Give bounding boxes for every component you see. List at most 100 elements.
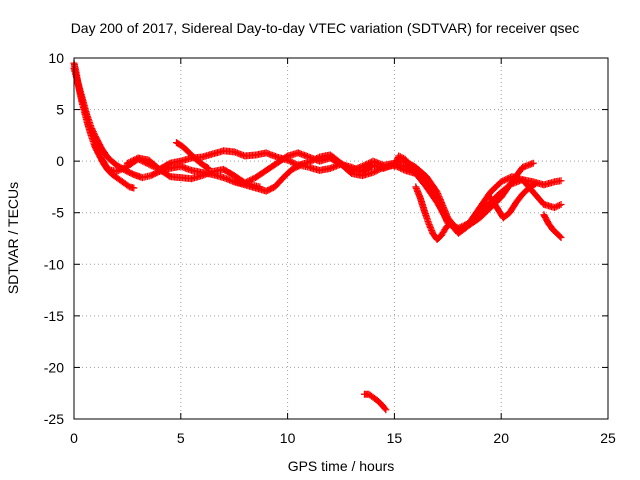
data-point-segment — [373, 396, 384, 407]
data-point — [557, 200, 565, 208]
chart-title: Day 200 of 2017, Sidereal Day-to-day VTE… — [71, 20, 580, 36]
data-point — [205, 164, 213, 172]
data-point-segment — [369, 393, 380, 403]
data-point-segment — [98, 145, 111, 161]
series-track-6 — [230, 178, 264, 191]
data-point-segment — [98, 155, 111, 172]
data-point-segment — [422, 173, 440, 195]
data-point — [557, 233, 565, 241]
data-point-segment — [113, 163, 130, 175]
y-tick-label: -25 — [44, 411, 64, 427]
data-point-segment — [279, 167, 295, 182]
x-tick-label: 20 — [493, 430, 509, 446]
data-point-segment — [433, 232, 444, 243]
data-point-segment — [455, 222, 472, 237]
series-track-5 — [173, 139, 213, 172]
data-point-segment — [549, 225, 560, 236]
data-point-segment — [416, 193, 428, 213]
y-tick-label: -10 — [44, 256, 64, 272]
data-point-segment — [113, 174, 124, 184]
data-point-segment — [369, 164, 386, 176]
data-point-segment — [508, 165, 526, 186]
data-point-segment — [506, 200, 519, 217]
data-point — [446, 219, 454, 227]
series-track-10 — [540, 211, 565, 241]
data-point-segment — [395, 152, 407, 162]
data-point-segment — [185, 149, 199, 162]
data-point-segment — [126, 183, 136, 192]
y-tick-label: -20 — [44, 359, 64, 375]
data-point-segment — [465, 215, 482, 229]
data-point-segment — [104, 154, 119, 168]
data-point — [130, 184, 138, 192]
data-point-segment — [487, 179, 504, 196]
series-track-11 — [361, 390, 390, 414]
data-point-segment — [179, 143, 192, 156]
data-point-segment — [412, 170, 429, 190]
plot-frame — [73, 57, 609, 420]
data-point-segment — [529, 188, 547, 207]
data-point-segment — [273, 153, 290, 167]
series-track-9 — [487, 180, 539, 222]
data-point-segment — [198, 160, 211, 171]
y-tick-label: 0 — [56, 153, 64, 169]
data-point-segment — [540, 211, 551, 226]
data-point-segment — [499, 210, 512, 222]
data-point-segment — [326, 154, 344, 167]
data-point-segment — [337, 160, 354, 176]
data-point-segment — [525, 181, 538, 192]
tick-labels: 0 5 10 15 20 25 10 5 0 -5 -10 -15 -20 -25 — [44, 50, 616, 446]
data-point-segment — [519, 185, 532, 198]
data-point-segment — [108, 171, 119, 181]
data-point-segment — [497, 179, 515, 201]
x-axis-label: GPS time / hours — [288, 458, 395, 474]
data-point-segment — [74, 80, 86, 102]
data-point — [531, 180, 539, 188]
data-point-segment — [422, 183, 440, 205]
y-tick-label: 10 — [48, 50, 64, 66]
data-point-segment — [365, 390, 376, 400]
y-tick-label: -15 — [44, 308, 64, 324]
data-point-segment — [551, 201, 563, 212]
x-tick-label: 25 — [600, 430, 616, 446]
x-tick-label: 10 — [280, 430, 296, 446]
data-point-segment — [544, 219, 556, 232]
data-point — [256, 183, 264, 191]
data-point — [407, 165, 415, 173]
data-point — [529, 159, 537, 167]
grid — [74, 58, 608, 419]
data-point-segment — [476, 205, 493, 222]
data-point-segment — [87, 123, 99, 139]
data-point-segment — [173, 139, 186, 150]
data-point-segment — [271, 175, 286, 191]
data-point-segment — [155, 165, 173, 180]
data-point-segment — [262, 160, 280, 174]
data-point-segment — [91, 132, 105, 151]
data-point-segment — [437, 226, 449, 239]
data-point-segment — [117, 177, 128, 187]
data-point-segment — [553, 229, 564, 240]
x-tick-label: 15 — [387, 430, 403, 446]
x-tick-label: 5 — [177, 430, 185, 446]
y-tick-label: 5 — [56, 102, 64, 118]
y-axis-label: SDTVAR / TECUs — [5, 182, 21, 294]
series-track-8 — [412, 183, 454, 243]
data-point-segment — [220, 165, 237, 179]
data-point-segment — [401, 155, 415, 172]
axis-ticks — [73, 57, 609, 420]
data-point-segment — [512, 191, 526, 206]
data-point — [557, 177, 565, 185]
data-point-segment — [487, 193, 500, 210]
data-point-segment — [79, 95, 90, 117]
data-point-segment — [262, 184, 277, 195]
data-point-segment — [420, 207, 432, 225]
x-tick-label: 0 — [70, 430, 78, 446]
data-point-segment — [192, 155, 205, 167]
data-point — [382, 406, 390, 414]
data-point-segment — [91, 142, 105, 162]
data-point-segment — [442, 220, 453, 232]
plot-area — [70, 59, 565, 414]
data-point-segment — [252, 167, 269, 182]
series-track-7 — [390, 152, 415, 173]
